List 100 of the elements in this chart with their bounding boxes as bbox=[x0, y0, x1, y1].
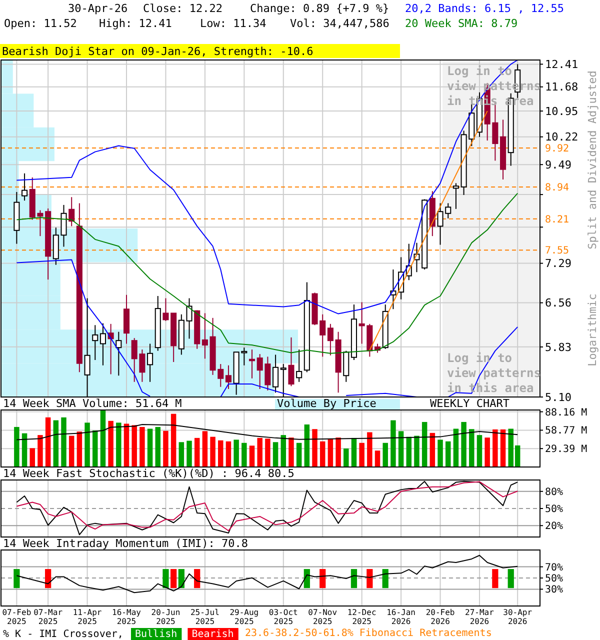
bar bbox=[202, 431, 208, 467]
bar bbox=[163, 430, 168, 467]
bar bbox=[422, 422, 428, 467]
bar bbox=[272, 442, 278, 467]
bar bbox=[476, 435, 482, 467]
text: High: 12.41 bbox=[99, 17, 172, 30]
candlestick bbox=[22, 172, 28, 202]
text: Low: 11.34 bbox=[200, 17, 267, 30]
bar bbox=[382, 442, 388, 467]
bar bbox=[414, 436, 420, 467]
bar bbox=[265, 438, 270, 467]
bar bbox=[234, 440, 239, 467]
text: Logarithmic bbox=[586, 294, 599, 366]
text: Bullish bbox=[135, 629, 178, 640]
bar bbox=[469, 429, 474, 467]
candlestick bbox=[202, 312, 208, 360]
bar bbox=[116, 422, 122, 467]
bar bbox=[257, 438, 262, 467]
text: 23.6-38.2-50-61.8% Fibonacci Retracements bbox=[245, 628, 492, 639]
y-tick-label: 88.16 M bbox=[545, 407, 588, 418]
bar bbox=[336, 438, 341, 467]
bar bbox=[492, 429, 498, 467]
x-tick-label: 30-Apr 2026 bbox=[503, 608, 532, 626]
y-tick-label: 29.39 M bbox=[545, 444, 588, 456]
x-tick-label: 07-Mar 2025 bbox=[34, 608, 63, 626]
candlestick bbox=[100, 322, 106, 366]
x-tick-label: 11-Apr 2025 bbox=[72, 608, 102, 626]
bar bbox=[61, 417, 66, 467]
bar bbox=[210, 436, 216, 467]
chart-title: Bearish Doji Star on 09-Jan-26, Strength: -10.6 bbox=[2, 45, 314, 58]
candlestick bbox=[296, 349, 302, 382]
y-tick-label: 11.68 bbox=[545, 80, 578, 94]
bar bbox=[226, 441, 232, 467]
bar bbox=[430, 432, 436, 467]
ref-line-label: 8.21 bbox=[545, 214, 570, 226]
bar bbox=[186, 440, 192, 467]
y-tick-label: 12.41 bbox=[545, 58, 578, 72]
bar bbox=[461, 422, 466, 467]
candlestick bbox=[68, 196, 75, 227]
text: Change: 0.89 {+7.9 %} bbox=[250, 2, 390, 15]
text: 20,2 Bands: 6.15 , 12.55 bbox=[405, 2, 564, 15]
y-tick-label: 9.49 bbox=[545, 158, 572, 172]
y-axis-title: Split and Dividend Adjusted bbox=[586, 70, 599, 250]
chart-title: 14 Week Intraday Momentum (IMI): 70.8 bbox=[3, 537, 248, 550]
ref-line-label: 7.55 bbox=[545, 246, 570, 257]
bar bbox=[76, 432, 82, 467]
candlestick bbox=[327, 323, 334, 356]
x-tick-label: 27-Mar 2026 bbox=[465, 608, 494, 626]
bar bbox=[92, 430, 98, 467]
x-tick-label: 20-Feb 2026 bbox=[426, 608, 455, 626]
y-tick-label: 58.77 M bbox=[545, 426, 588, 437]
y-tick-label: 30% bbox=[545, 584, 564, 596]
x-tick-label: 07-Feb 2025 bbox=[2, 608, 32, 626]
text: 30-Apr-26 bbox=[68, 2, 128, 15]
bar bbox=[30, 448, 35, 467]
chart-title: 14 Week SMA Volume: 51.64 M bbox=[3, 397, 182, 410]
text: Bearish bbox=[192, 629, 234, 640]
candlestick bbox=[116, 331, 122, 376]
bar bbox=[14, 426, 20, 467]
y-tick-label: 50% bbox=[545, 504, 564, 515]
candlestick bbox=[225, 364, 232, 390]
x-tick-label: 12-Dec 2025 bbox=[347, 608, 376, 626]
bar bbox=[296, 442, 302, 467]
bar bbox=[249, 446, 255, 467]
y-tick-label: 10.95 bbox=[545, 104, 578, 118]
legend-title: % K - IMI Crossover, bbox=[3, 629, 124, 640]
bar bbox=[108, 420, 114, 467]
bar bbox=[438, 440, 443, 467]
candlestick bbox=[288, 336, 294, 387]
y-tick-label: 20% bbox=[545, 521, 564, 532]
text: Volume By Price bbox=[277, 397, 376, 410]
bar bbox=[280, 435, 286, 467]
bar bbox=[242, 442, 247, 467]
candlestick bbox=[248, 349, 256, 379]
bar bbox=[68, 436, 74, 467]
text: Close: 12.22 bbox=[143, 2, 222, 15]
candlestick bbox=[162, 298, 169, 322]
y-tick-label: 6.56 bbox=[545, 296, 572, 310]
bar bbox=[38, 435, 43, 467]
bar bbox=[170, 414, 176, 467]
bar bbox=[147, 428, 153, 467]
x-tick-label: 20-Jun 2025 bbox=[151, 608, 180, 626]
y-tick-label: 80% bbox=[545, 486, 564, 498]
y-tick-label: 70% bbox=[545, 562, 564, 574]
bar bbox=[304, 424, 310, 467]
x-tick-label: 29-Aug 2025 bbox=[230, 608, 259, 626]
text: Vol: 34,447,586 bbox=[290, 17, 390, 30]
bar bbox=[218, 440, 224, 467]
bar bbox=[84, 422, 90, 467]
bar bbox=[194, 438, 200, 467]
bar bbox=[453, 428, 459, 467]
x-tick-label: 03-Oct 2025 bbox=[268, 608, 298, 626]
bar bbox=[155, 426, 161, 467]
candlestick bbox=[147, 343, 154, 382]
candlestick bbox=[452, 182, 459, 210]
y-tick-label: 10.22 bbox=[545, 130, 578, 144]
y-tick-label: 7.29 bbox=[545, 257, 572, 270]
y-tick-label: 5.83 bbox=[545, 340, 572, 354]
annotation: WEEKLY CHART bbox=[430, 397, 510, 410]
bar bbox=[398, 431, 404, 467]
